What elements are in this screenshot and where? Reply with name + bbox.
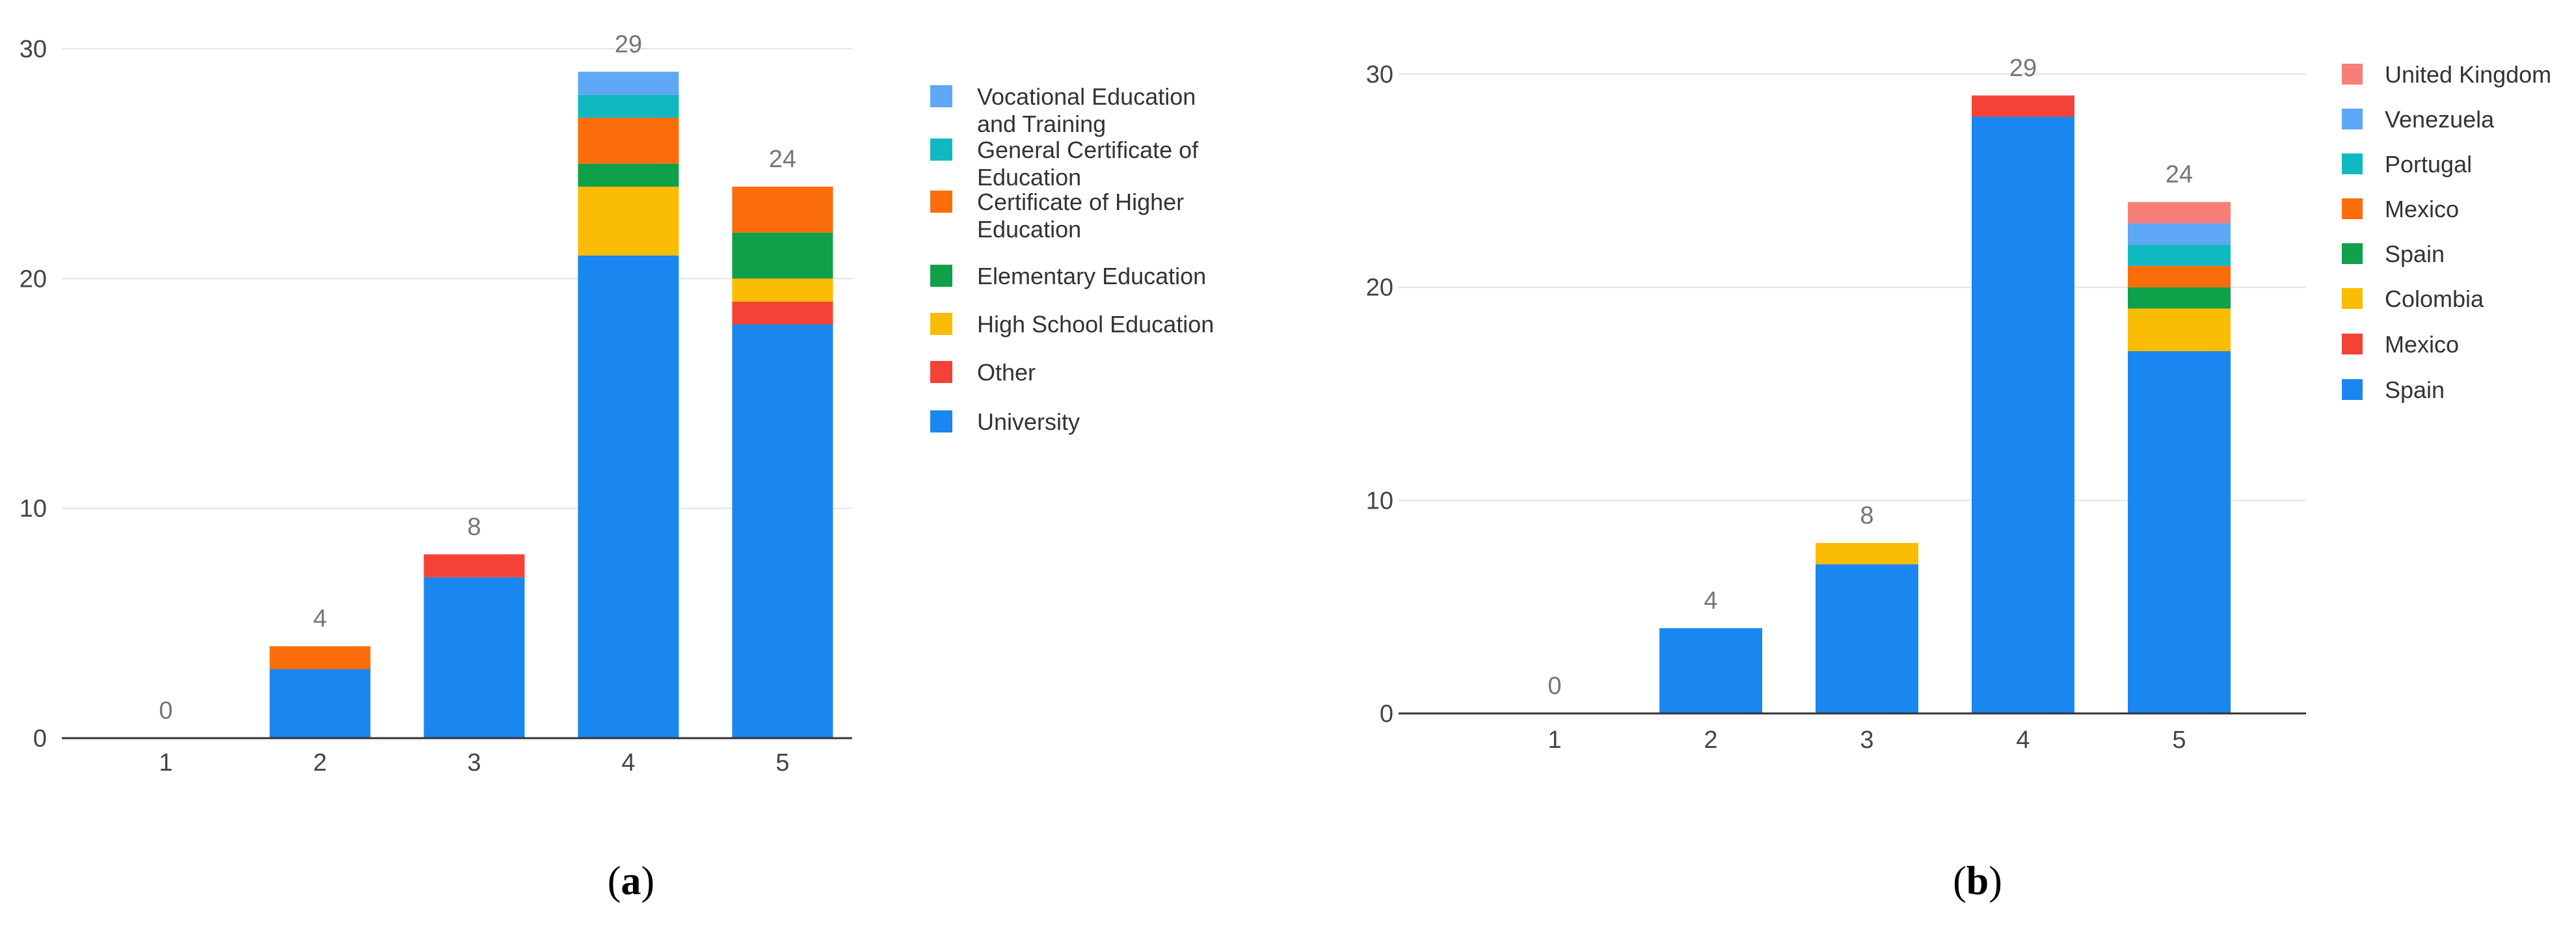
legend-label: Vocational Education [977, 83, 1196, 110]
bar-total-label: 4 [313, 605, 327, 633]
x-tick-label: 5 [2172, 726, 2186, 754]
legend-swatch [930, 313, 952, 335]
x-tick-label: 2 [313, 749, 327, 777]
x-tick-label: 3 [467, 749, 481, 777]
bar-segment [269, 646, 371, 669]
x-tick-label: 5 [775, 749, 789, 777]
bar-segment [2128, 308, 2231, 351]
x-tick-label: 4 [2016, 726, 2030, 754]
x-tick-label: 3 [1860, 726, 1873, 754]
x-tick-label: 2 [1704, 726, 1717, 754]
legend-swatch [930, 265, 952, 287]
legend-swatch [2342, 109, 2363, 129]
panel-caption: (a) [608, 859, 654, 903]
legend-swatch [930, 361, 952, 383]
bar-segment [1659, 628, 1762, 713]
legend-label: Education [977, 164, 1081, 191]
legend-label: Mexico [2385, 331, 2459, 358]
bar-segment [269, 669, 371, 738]
bar-total-label: 0 [159, 697, 172, 724]
legend-swatch [930, 410, 952, 432]
chart-panel-b: 0 10 20 30 0 1 4 2 8 3 29 4 24 5 United Kingdom Venezue… [1366, 55, 2551, 903]
bar-segment [1816, 542, 1918, 565]
legend-swatch [2342, 288, 2363, 309]
y-tick-label: 0 [1380, 700, 1393, 728]
y-tick-label: 10 [1366, 487, 1393, 514]
y-tick-label: 30 [20, 36, 47, 63]
chart-panel-a: 0 10 20 30 0 1 4 2 8 3 29 4 24 5 Vocational Educationa… [20, 31, 1214, 903]
x-tick-label: 4 [621, 749, 635, 777]
legend-swatch [2342, 64, 2363, 85]
legend-label: Spain [2385, 377, 2445, 403]
legend-label: Mexico [2385, 196, 2459, 222]
legend-label: United Kingdom [2385, 61, 2551, 88]
bar-segment [2128, 265, 2231, 287]
bar-segment [732, 301, 833, 325]
bar-segment [732, 325, 833, 738]
bar-segment [2128, 351, 2231, 713]
legend-label: Elementary Education [977, 263, 1206, 289]
y-tick-label: 20 [20, 265, 47, 293]
panel-caption: (b) [1953, 859, 2002, 903]
legend-swatch [930, 139, 952, 161]
bar-segment [2128, 223, 2231, 245]
legend-label: Other [977, 359, 1036, 386]
bar-segment [578, 118, 679, 164]
bar-total-label: 29 [2009, 55, 2037, 82]
legend-swatch [930, 191, 952, 213]
legend-label: General Certificate of [977, 137, 1199, 163]
bar-total-label: 24 [2166, 161, 2193, 189]
bar-total-label: 8 [467, 513, 481, 540]
bar-total-label: 4 [1704, 587, 1717, 615]
bar-segment [732, 232, 833, 279]
bar-total-label: 0 [1548, 672, 1561, 700]
bar-segment [578, 163, 679, 187]
bar-segment [578, 187, 679, 256]
legend-swatch [2342, 379, 2363, 400]
bar-segment [578, 94, 679, 118]
bar-segment [2128, 287, 2231, 309]
legend-label: Certificate of Higher [977, 189, 1184, 215]
legend-label: University [977, 408, 1080, 435]
legend-label: Spain [2385, 241, 2445, 267]
bar-segment [732, 278, 833, 302]
bar-segment [1816, 564, 1918, 713]
y-tick-label: 10 [20, 496, 47, 523]
legend-label: Venezuela [2385, 106, 2495, 133]
bar-total-label: 29 [615, 31, 642, 58]
bar-segment [1972, 116, 2074, 714]
x-tick-label: 1 [159, 749, 172, 777]
legend-swatch [2342, 198, 2363, 219]
bar-segment [578, 72, 679, 95]
bar-total-label: 8 [1860, 502, 1873, 529]
y-tick-label: 20 [1366, 274, 1393, 302]
bar-total-label: 24 [769, 146, 796, 173]
bar-segment [423, 577, 525, 738]
x-tick-label: 1 [1548, 726, 1561, 754]
y-tick-label: 30 [1366, 61, 1393, 88]
bar-segment [732, 187, 833, 233]
legend-label: Colombia [2385, 286, 2484, 312]
bar-segment [578, 256, 679, 738]
bar-segment [423, 554, 525, 578]
legend-swatch [2342, 153, 2363, 174]
legend-label: High School Education [977, 311, 1214, 338]
y-tick-label: 0 [33, 725, 47, 752]
legend-label: and Training [977, 111, 1106, 137]
bar-segment [2128, 202, 2231, 224]
legend-swatch [2342, 334, 2363, 354]
bar-segment [1972, 95, 2074, 117]
legend-label: Portugal [2385, 151, 2472, 178]
bar-segment [2128, 245, 2231, 266]
legend-swatch [930, 85, 952, 107]
legend-label: Education [977, 216, 1081, 243]
legend-swatch [2342, 243, 2363, 264]
